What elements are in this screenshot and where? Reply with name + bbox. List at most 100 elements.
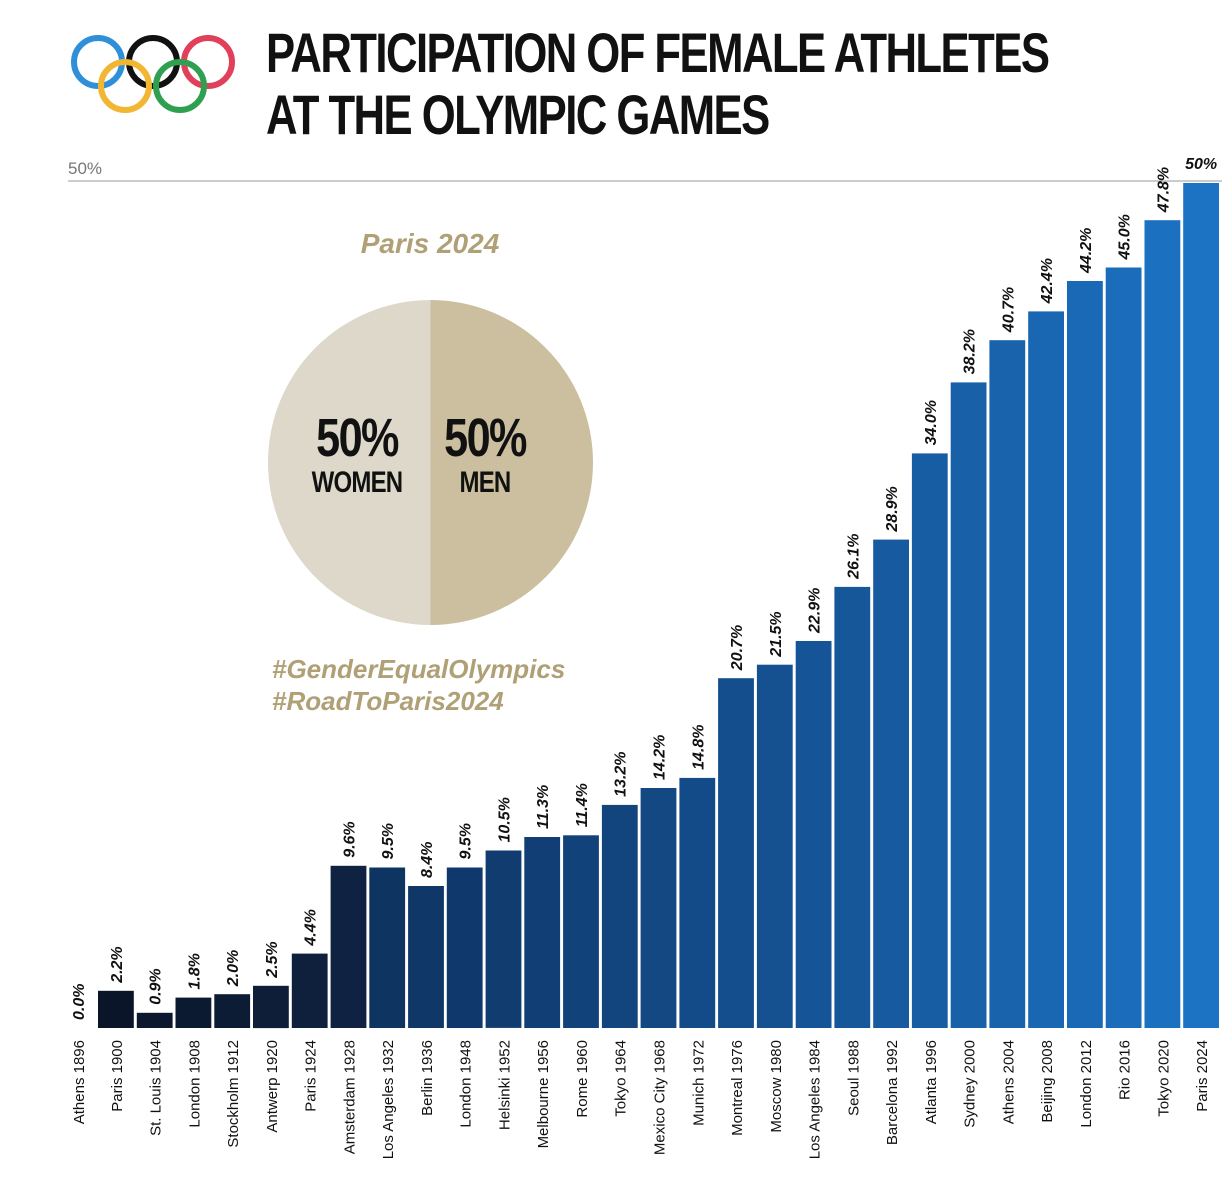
bar (795, 641, 832, 1028)
data-label: 21.5% (768, 611, 785, 657)
category-label: Tokyo 2020 (1155, 1040, 1172, 1117)
bar (253, 985, 289, 1029)
category-label: Antwerp 1920 (264, 1040, 281, 1133)
bar (679, 777, 716, 1028)
data-label: 42.4% (1039, 258, 1056, 304)
category-label: Melbourne 1956 (535, 1040, 552, 1148)
category-label: Rome 1960 (574, 1040, 591, 1118)
category-label: Munich 1972 (690, 1040, 707, 1126)
category-label: Barcelona 1992 (884, 1040, 901, 1145)
men-text: MEN (459, 466, 512, 499)
data-label: 13.2% (613, 752, 630, 797)
bar (136, 1012, 173, 1028)
data-label: 22.9% (807, 588, 824, 634)
bar (1144, 220, 1181, 1028)
data-label: 0.9% (148, 968, 165, 1004)
category-label: Amsterdam 1928 (341, 1040, 358, 1154)
data-label: 40.7% (1000, 287, 1017, 333)
category-label: Seoul 1988 (845, 1040, 862, 1116)
bar (369, 867, 406, 1028)
bar (718, 678, 754, 1028)
category-label: Tokyo 1964 (613, 1040, 630, 1117)
category-label: London 2012 (1078, 1040, 1095, 1128)
bar (1105, 267, 1142, 1028)
category-label: Paris 2024 (1194, 1040, 1211, 1112)
pie-men-label: 50% MEN (441, 410, 529, 500)
category-label: Stockholm 1912 (225, 1040, 242, 1148)
category-label: Paris 1924 (303, 1040, 320, 1112)
page-title: PARTICIPATION OF FEMALE ATHLETES AT THE … (266, 21, 1050, 146)
category-label: Athens 1896 (71, 1040, 88, 1124)
data-label: 45.0% (1117, 214, 1134, 260)
data-label: 47.8% (1155, 167, 1172, 213)
bar (291, 953, 328, 1028)
bar (446, 867, 483, 1028)
category-label: St. Louis 1904 (148, 1040, 165, 1136)
data-label: 2.2% (109, 946, 126, 983)
bar (485, 850, 522, 1028)
data-label: 38.2% (962, 329, 979, 374)
data-label: 2.0% (225, 950, 242, 987)
data-label: 20.7% (729, 625, 746, 671)
title-line-1: PARTICIPATION OF FEMALE ATHLETES (266, 21, 1050, 84)
bar (408, 886, 444, 1028)
category-label: Sydney 2000 (962, 1040, 979, 1128)
data-label: 4.4% (303, 909, 320, 946)
category-label: Beijing 2008 (1039, 1040, 1056, 1123)
paris-2024-heading: Paris 2024 (360, 228, 500, 259)
category-label: Athens 2004 (1000, 1040, 1017, 1124)
category-label: Montreal 1976 (729, 1040, 746, 1136)
data-label: 44.2% (1078, 228, 1095, 274)
data-label: 8.4% (419, 842, 436, 878)
data-label: 9.5% (380, 823, 397, 859)
women-text: WOMEN (311, 466, 403, 499)
category-label: London 1908 (186, 1040, 203, 1128)
bar (1183, 183, 1219, 1028)
bar (330, 865, 367, 1028)
data-label: 0.0% (71, 984, 88, 1020)
data-label: 10.5% (497, 797, 514, 842)
category-label: Atlanta 1996 (923, 1040, 940, 1124)
category-label: Los Angeles 1932 (380, 1040, 397, 1159)
olympic-rings-logo (71, 35, 235, 113)
gender-split-pie (268, 300, 593, 625)
bar (1028, 311, 1064, 1028)
women-percent: 50% (316, 408, 399, 468)
bar (989, 340, 1026, 1028)
data-label: 14.2% (652, 735, 669, 780)
bar (563, 835, 599, 1028)
pie-women-label: 50% WOMEN (305, 410, 409, 500)
data-label: 9.5% (458, 823, 475, 859)
data-label: 2.5% (264, 941, 281, 978)
men-percent: 50% (444, 408, 527, 468)
bar (756, 664, 793, 1028)
pie-slice-women (268, 300, 431, 625)
data-label: 11.3% (535, 785, 552, 829)
category-label: Rio 2016 (1117, 1040, 1134, 1100)
hashtag-road-to-paris: #RoadToParis2024 (272, 686, 504, 716)
data-label: 50% (1185, 156, 1217, 173)
category-label: London 1948 (458, 1040, 475, 1128)
category-label: Los Angeles 1984 (807, 1040, 824, 1159)
bar (911, 453, 948, 1028)
category-label: Paris 1900 (109, 1040, 126, 1112)
category-label: Moscow 1980 (768, 1040, 785, 1133)
bar (834, 586, 871, 1028)
bar (175, 997, 212, 1028)
data-label: 11.4% (574, 783, 591, 827)
category-label: Berlin 1936 (419, 1040, 436, 1116)
data-label: 26.1% (845, 534, 862, 580)
bar (524, 837, 561, 1028)
data-label: 9.6% (341, 821, 358, 857)
title-line-2: AT THE OLYMPIC GAMES (266, 83, 770, 146)
fifty-percent-label: 50% (68, 159, 102, 178)
pie-slice-men (430, 300, 593, 625)
bar (640, 788, 677, 1028)
data-label: 28.9% (884, 486, 901, 532)
category-label: Helsinki 1952 (497, 1040, 514, 1130)
bar (601, 804, 638, 1028)
data-label: 14.8% (690, 725, 707, 770)
category-label: Mexico City 1968 (652, 1040, 669, 1155)
bar (873, 539, 909, 1028)
